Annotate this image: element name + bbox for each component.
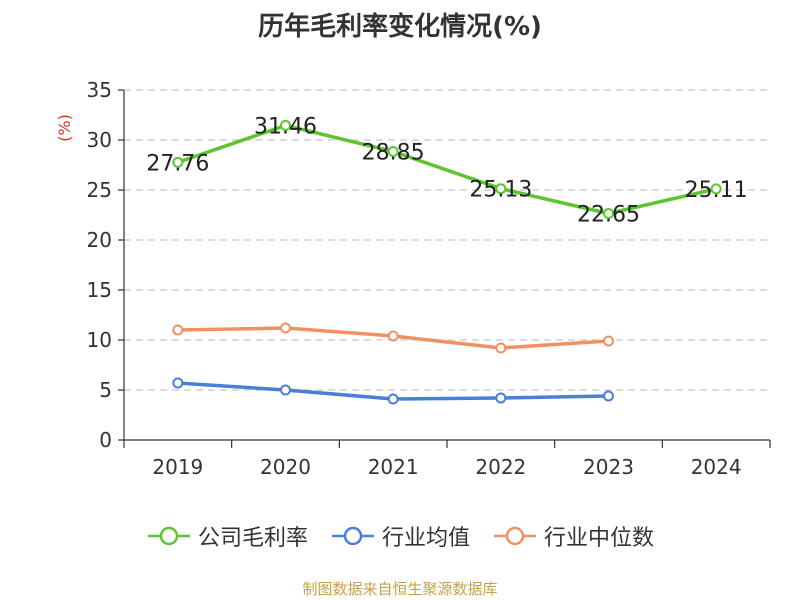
data-point bbox=[280, 322, 291, 334]
y-tick-label: 10 bbox=[87, 328, 112, 352]
legend-marker-icon bbox=[147, 526, 190, 546]
legend-item-company-margin[interactable]: 公司毛利率 bbox=[146, 520, 308, 552]
legend-label: 公司毛利率 bbox=[197, 526, 308, 551]
y-axis-label: (%) bbox=[55, 114, 74, 142]
data-point bbox=[387, 146, 399, 157]
legend-marker-icon bbox=[494, 526, 536, 546]
data-label: 28.85 bbox=[362, 141, 425, 166]
legend-item-industry-median[interactable]: 行业中位数 bbox=[492, 520, 654, 552]
chart-title: 历年毛利率变化情况(%) bbox=[258, 12, 542, 42]
data-point bbox=[603, 335, 614, 347]
y-tick-label: 35 bbox=[87, 78, 112, 102]
data-point bbox=[387, 330, 399, 342]
y-tick-label: 0 bbox=[99, 428, 112, 452]
legend-label: 行业中位数 bbox=[544, 526, 655, 551]
y-tick-label: 20 bbox=[87, 228, 112, 252]
data-label: 27.76 bbox=[146, 151, 209, 176]
x-tick-label: 2024 bbox=[691, 455, 742, 479]
data-point bbox=[495, 392, 507, 404]
y-tick-label: 30 bbox=[87, 128, 112, 152]
legend-marker-icon bbox=[331, 526, 374, 546]
y-tick-label: 5 bbox=[99, 378, 112, 402]
x-tick-label: 2021 bbox=[368, 455, 419, 479]
data-point bbox=[172, 377, 184, 389]
legend-item-industry-mean[interactable]: 行业均值 bbox=[330, 520, 470, 552]
data-point bbox=[603, 208, 614, 219]
series-line bbox=[177, 123, 717, 216]
data-point bbox=[387, 393, 399, 405]
data-point bbox=[495, 183, 507, 195]
data-source: 制图数据来自恒生聚源数据库 bbox=[302, 580, 498, 598]
data-point bbox=[710, 183, 722, 195]
x-tick-label: 2022 bbox=[475, 455, 526, 479]
data-label: 25.11 bbox=[685, 178, 748, 203]
x-tick-label: 2023 bbox=[583, 455, 634, 479]
data-point bbox=[280, 119, 291, 131]
data-point bbox=[495, 342, 507, 354]
legend-label: 行业均值 bbox=[381, 526, 470, 551]
x-tick-label: 2019 bbox=[152, 455, 203, 479]
y-tick-label: 25 bbox=[87, 178, 112, 202]
data-point bbox=[280, 384, 291, 396]
data-point bbox=[172, 156, 184, 168]
y-tick-label: 15 bbox=[87, 278, 112, 302]
data-label: 22.65 bbox=[577, 203, 640, 228]
data-label: 31.46 bbox=[254, 114, 317, 139]
x-tick-label: 2020 bbox=[260, 455, 311, 479]
data-point bbox=[172, 324, 184, 336]
legend: 公司毛利率 行业均值 行业中位数 bbox=[0, 520, 800, 552]
data-label: 25.13 bbox=[469, 178, 532, 203]
data-point bbox=[603, 390, 614, 402]
